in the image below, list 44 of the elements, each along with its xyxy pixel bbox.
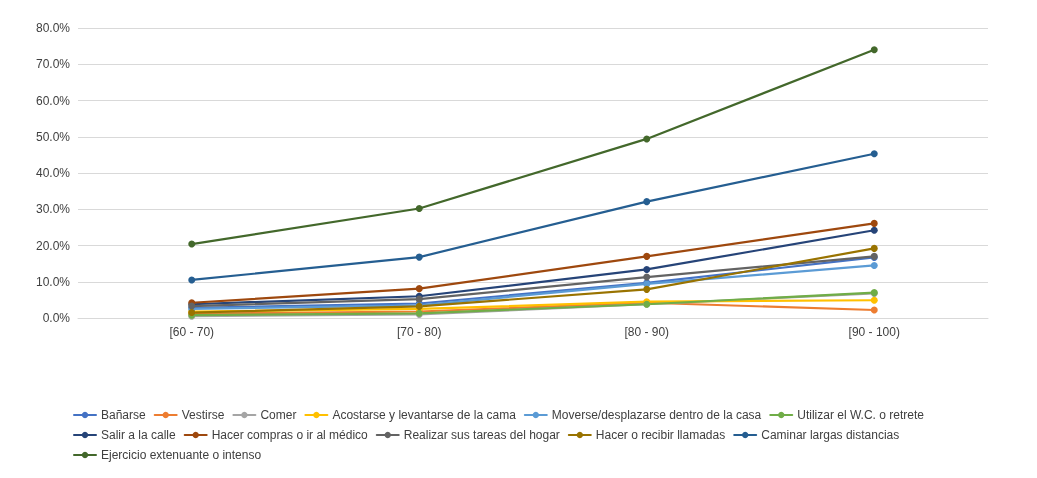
point <box>870 46 878 54</box>
point <box>415 205 423 213</box>
legend-label: Hacer compras o ir al médico <box>211 428 369 442</box>
y-tick-label: 30.0% <box>35 202 71 217</box>
point <box>643 285 651 293</box>
point <box>643 252 651 260</box>
point <box>188 276 196 284</box>
legend-label: Acostarse y levantarse de la cama <box>332 408 517 422</box>
legend-label: Ejercicio extenuante o intenso <box>101 448 262 462</box>
point <box>643 198 651 206</box>
point <box>870 306 878 314</box>
y-tick-label: 40.0% <box>35 166 71 180</box>
point <box>415 285 423 293</box>
y-tick-label: 50.0% <box>35 129 71 144</box>
point <box>188 240 196 248</box>
legend-label: Hacer o recibir llamadas <box>595 428 726 442</box>
point <box>870 219 878 227</box>
y-tick-label: 70.0% <box>35 57 71 72</box>
legend-label: Realizar sus tareas del hogar <box>403 428 560 442</box>
legend-label: Moverse/desplazarse dentro de la casa <box>551 408 762 422</box>
legend-label: Vestirse <box>181 408 225 422</box>
point <box>870 150 878 158</box>
x-tick-label: [60 - 70) <box>169 325 215 339</box>
x-tick-label: [70 - 80) <box>396 325 442 339</box>
point <box>870 261 878 269</box>
x-tick-label: [80 - 90) <box>624 325 670 339</box>
y-tick-label: 80.0% <box>35 21 71 35</box>
legend-label: Salir a la calle <box>101 428 177 442</box>
y-tick-label: 60.0% <box>35 93 71 108</box>
point <box>643 265 651 273</box>
y-tick-label: 10.0% <box>35 274 71 289</box>
point <box>870 296 878 304</box>
x-tick-label: [90 - 100) <box>848 325 900 339</box>
y-tick-label: 20.0% <box>35 238 71 253</box>
point <box>870 226 878 234</box>
point <box>415 253 423 261</box>
legend-label: Comer <box>260 408 297 422</box>
legend-label: Utilizar el W.C. o retrete <box>797 408 925 422</box>
legend-label: Caminar largas distancias <box>761 428 900 442</box>
point <box>870 244 878 252</box>
legend-label: Bañarse <box>101 408 147 422</box>
point <box>643 135 651 143</box>
y-tick-label: 0.0% <box>42 311 71 325</box>
point <box>643 273 651 281</box>
